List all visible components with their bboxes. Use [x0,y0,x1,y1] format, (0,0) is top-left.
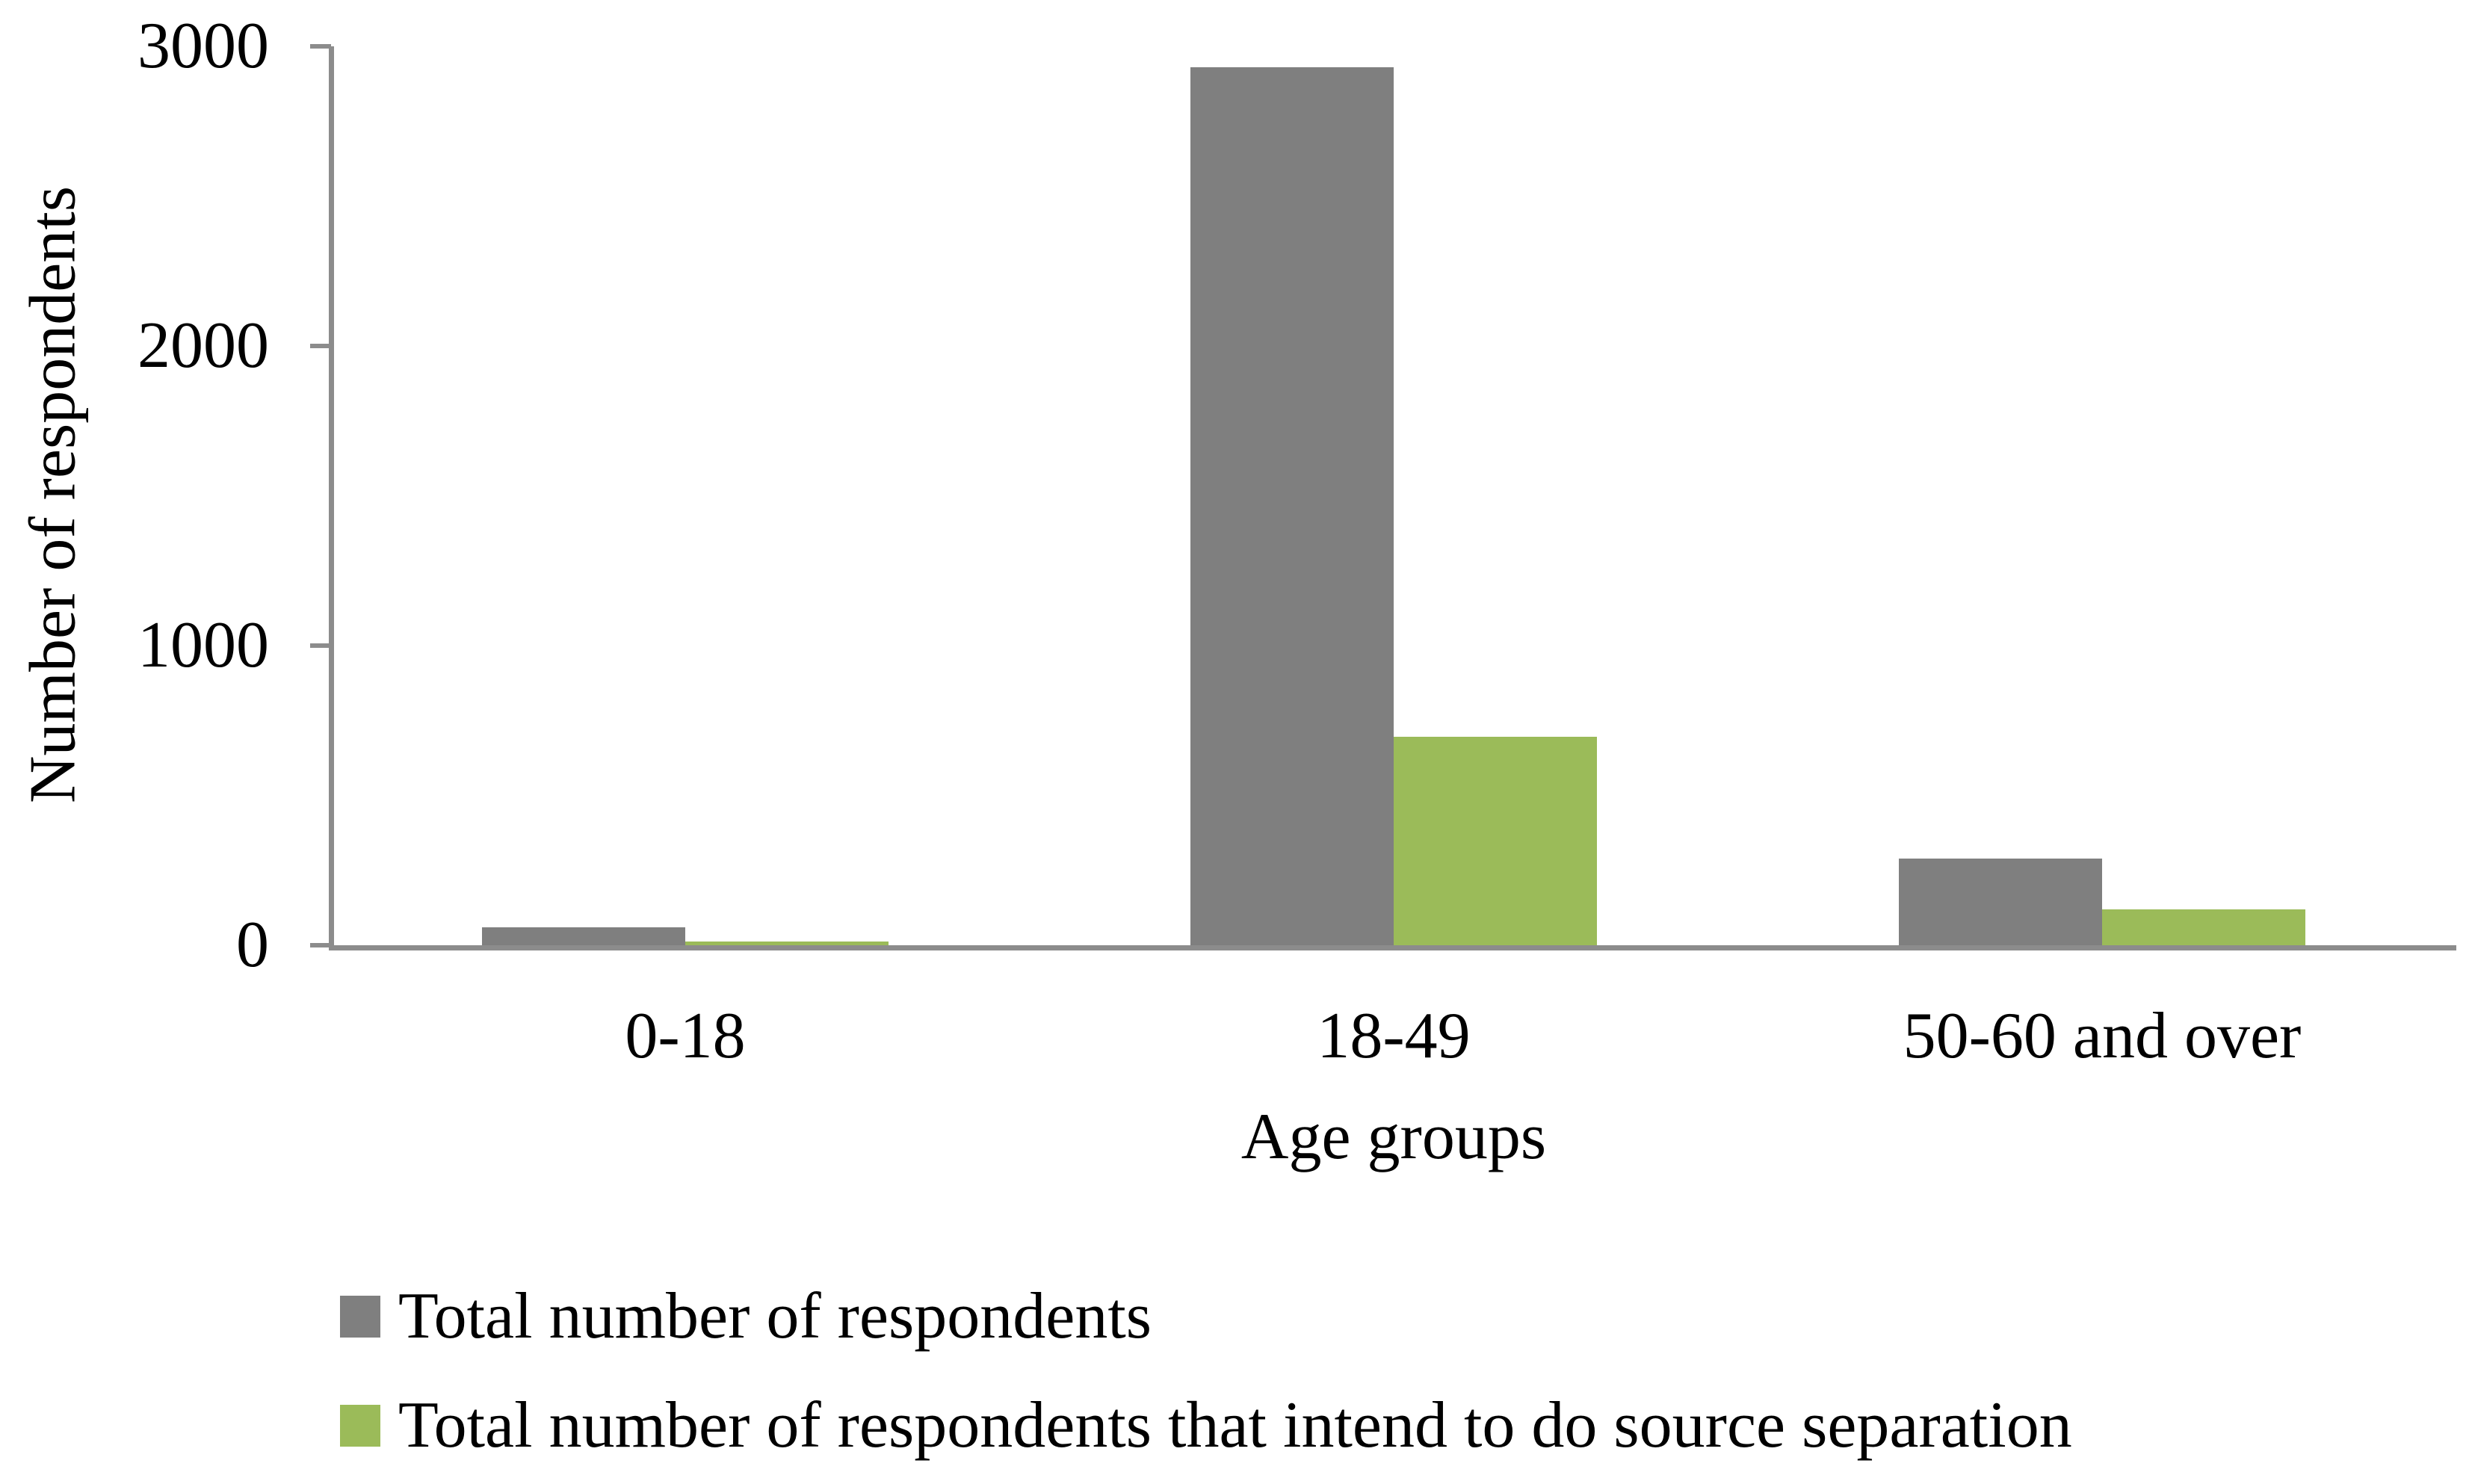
legend-swatch-0 [340,1296,380,1338]
x-axis-title: Age groups [1240,1101,1547,1173]
y-tick-mark [310,943,331,947]
y-axis-line [329,46,334,950]
bar-total-number-0-18 [482,927,685,945]
bar-total-number-18-49 [1190,67,1394,945]
y-tick-label: 0 [236,909,269,981]
bar-total-number-18-49 [1394,737,1597,945]
legend-swatch-1 [340,1405,380,1447]
y-tick-mark [310,344,331,348]
y-axis-title: Number of respondents [16,185,90,804]
x-tick-label: 50-60 and over [1903,1000,2302,1072]
y-tick-label: 2000 [137,309,269,382]
legend: Total number of respondents Total number … [340,1279,2072,1484]
legend-item: Total number of respondents [340,1279,2072,1354]
legend-item: Total number of respondents that intend … [340,1388,2072,1463]
x-axis-line [329,945,2456,950]
x-tick-label: 18-49 [1317,1000,1471,1072]
x-tick-label: 0-18 [625,1000,746,1072]
legend-label: Total number of respondents [398,1280,1152,1352]
y-tick-label: 3000 [137,10,269,82]
bar-total-number-50-60 and over [2102,909,2305,945]
bar-total-number-50-60 and over [1899,858,2102,945]
y-tick-label: 1000 [137,609,269,681]
y-tick-mark [310,44,331,49]
legend-label: Total number of respondents that intend … [398,1389,2072,1462]
y-tick-mark [310,643,331,648]
bar-total-number-0-18 [685,942,889,945]
